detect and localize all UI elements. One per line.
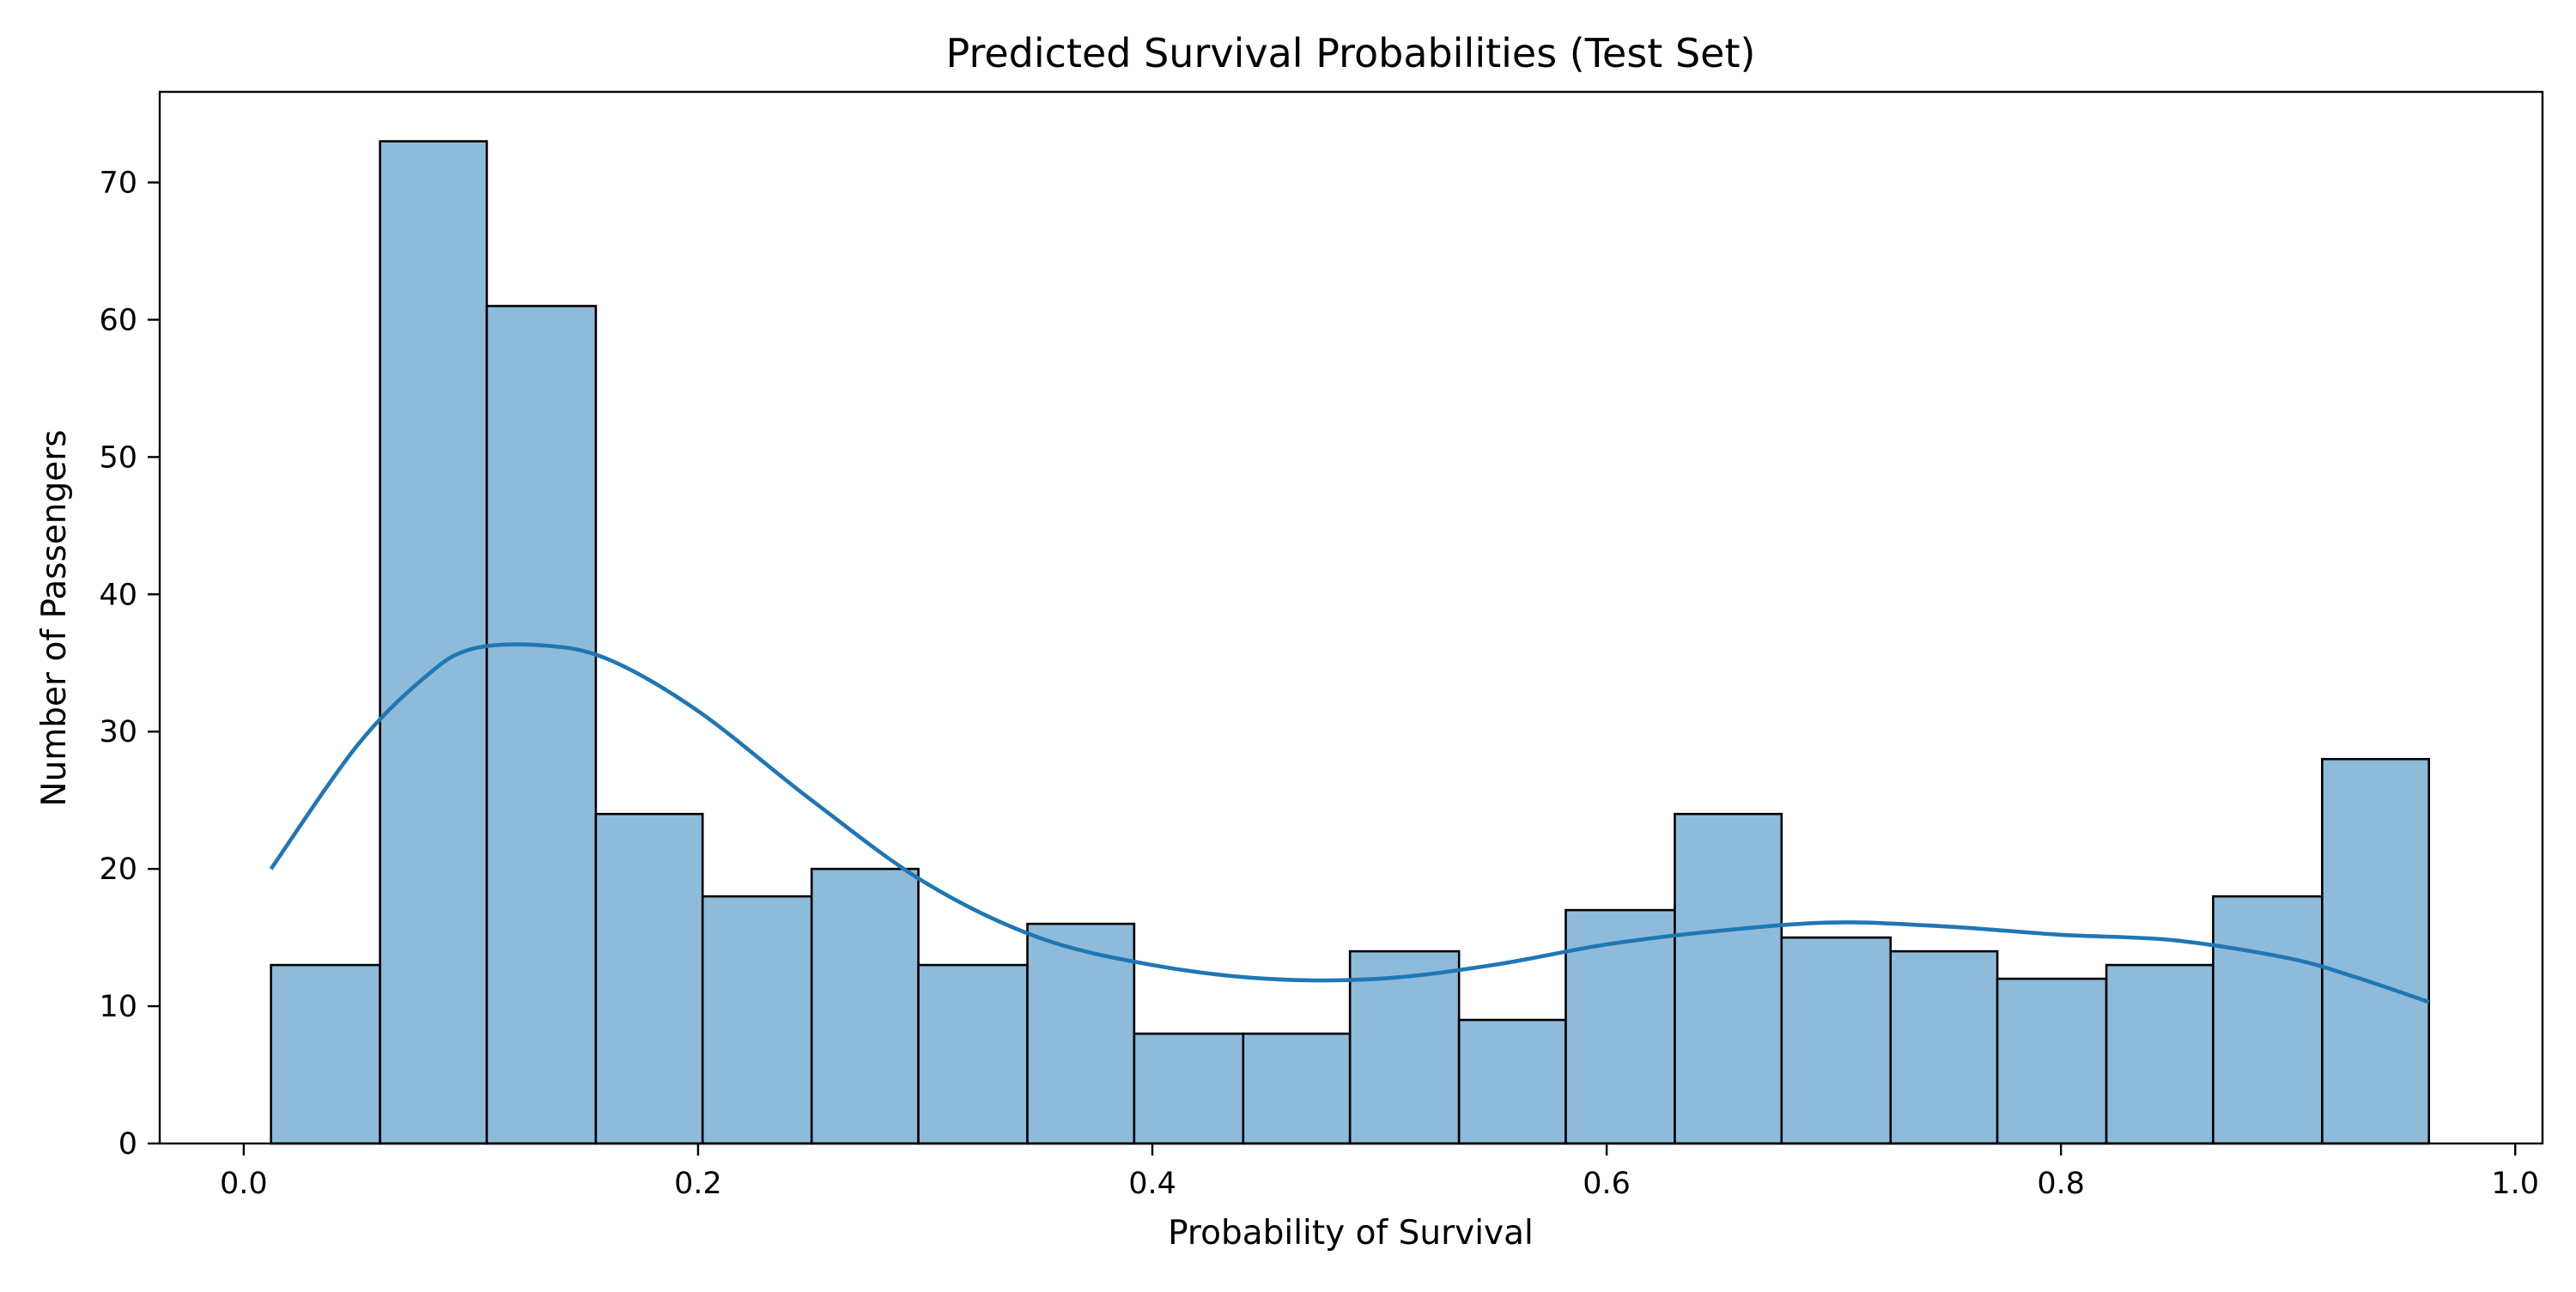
y-tick-label-2: 20 <box>99 852 137 887</box>
x-tick-label-0: 0.0 <box>220 1167 268 1201</box>
histogram-bar-2 <box>485 305 598 1145</box>
y-tick-label-5: 50 <box>99 440 137 475</box>
histogram-bar-4 <box>701 895 813 1145</box>
y-tick-label-3: 30 <box>99 715 137 749</box>
y-tick-label-1: 10 <box>99 990 137 1024</box>
histogram-bar-12 <box>1564 908 1676 1145</box>
x-axis-label: Probability of Survival <box>1168 1214 1534 1253</box>
ticks-layer: 0.0 0.2 0.4 0.6 0.8 1.0 0 10 20 30 40 50 60 70 <box>99 167 2539 1201</box>
y-tick-label-7: 70 <box>99 167 137 201</box>
histogram-bar-19 <box>2321 757 2431 1145</box>
chart-title: Predicted Survival Probabilities (Test S… <box>946 30 1756 76</box>
histogram-bar-14 <box>1780 936 1893 1145</box>
x-tick-label-1: 0.2 <box>674 1167 722 1201</box>
histogram-bar-15 <box>1889 949 1999 1145</box>
y-axis-label: Number of Passengers <box>35 429 74 806</box>
y-tick-label-6: 60 <box>99 303 137 337</box>
histogram-bar-9 <box>1242 1032 1352 1145</box>
histogram-bar-7 <box>1026 922 1136 1145</box>
kde-line <box>269 642 2430 1004</box>
x-tick-label-4: 0.8 <box>2037 1167 2085 1201</box>
histogram-bar-16 <box>1996 977 2108 1145</box>
histogram-bar-5 <box>810 867 920 1145</box>
histogram-bar-11 <box>1457 1018 1567 1145</box>
x-tick-label-5: 1.0 <box>2491 1167 2539 1201</box>
histogram-bar-3 <box>594 812 704 1145</box>
y-tick-label-0: 0 <box>118 1127 137 1162</box>
y-tick-label-4: 40 <box>99 578 137 612</box>
bars-layer <box>270 140 2431 1145</box>
histogram-bar-18 <box>2212 895 2324 1145</box>
histogram-bar-6 <box>917 963 1029 1145</box>
histogram-bar-17 <box>2105 963 2215 1145</box>
histogram-bar-13 <box>1674 812 1783 1145</box>
x-tick-label-3: 0.6 <box>1583 1167 1631 1201</box>
histogram-bar-0 <box>270 963 381 1145</box>
histogram-bar-8 <box>1133 1032 1245 1145</box>
plot-frame <box>158 90 2544 1145</box>
x-tick-label-2: 0.4 <box>1128 1167 1176 1201</box>
histogram-bar-1 <box>379 140 489 1145</box>
